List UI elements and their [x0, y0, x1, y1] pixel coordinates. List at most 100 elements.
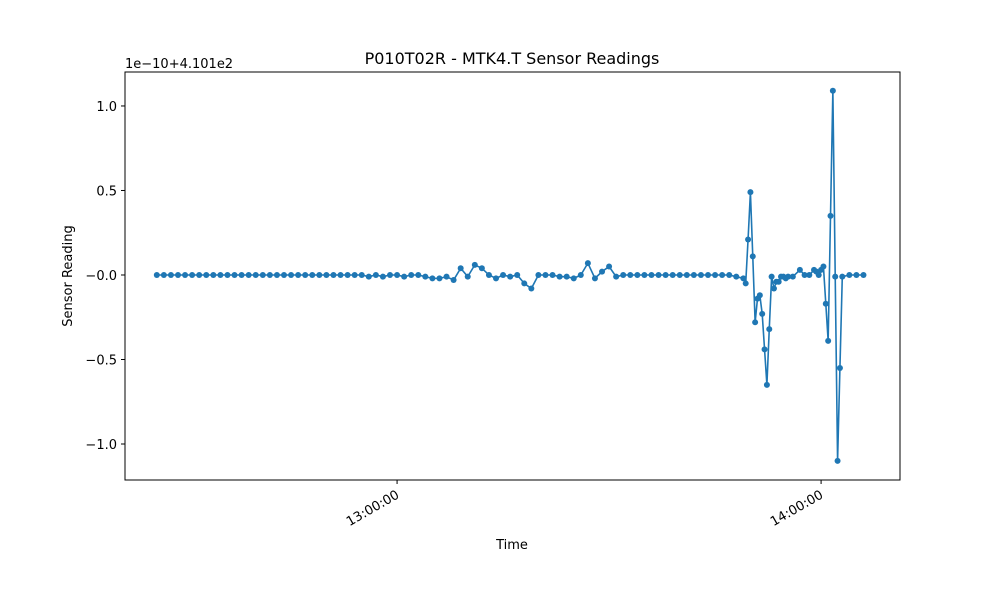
data-point: [763, 381, 770, 388]
plot-frame: [124, 71, 901, 481]
data-point: [337, 271, 344, 278]
data-point: [379, 273, 386, 280]
data-point: [500, 271, 507, 278]
data-point: [330, 271, 337, 278]
y-tick-label: 1.0: [96, 100, 117, 115]
data-point: [464, 273, 471, 280]
data-point: [745, 236, 752, 243]
data-point: [182, 271, 189, 278]
data-point: [648, 271, 655, 278]
data-point: [606, 263, 613, 270]
data-point: [358, 271, 365, 278]
data-point: [372, 271, 379, 278]
data-point: [747, 189, 754, 196]
data-point: [825, 337, 832, 344]
data-point: [507, 273, 514, 280]
data-point: [401, 273, 408, 280]
y-tick-label: −0.5: [85, 353, 117, 368]
data-point: [443, 273, 450, 280]
data-point: [231, 271, 238, 278]
x-axis-label: Time: [495, 538, 528, 553]
data-point: [556, 273, 563, 280]
data-point: [365, 273, 372, 280]
data-point: [634, 271, 641, 278]
data-point: [584, 260, 591, 267]
data-point: [521, 280, 528, 287]
chart-title: P010T02R - MTK4.T Sensor Readings: [365, 49, 660, 68]
data-point: [153, 271, 160, 278]
data-point: [683, 271, 690, 278]
data-point: [752, 319, 759, 326]
data-point: [224, 271, 231, 278]
data-point: [719, 271, 726, 278]
y-tick-label: 0.5: [96, 184, 117, 199]
data-point: [749, 253, 756, 260]
data-point: [478, 265, 485, 272]
data-point: [436, 275, 443, 282]
data-point: [245, 271, 252, 278]
data-point: [351, 271, 358, 278]
data-point: [570, 275, 577, 282]
data-point: [288, 271, 295, 278]
data-point: [822, 300, 829, 307]
data-point: [806, 271, 813, 278]
data-point: [834, 457, 841, 464]
data-point: [839, 273, 846, 280]
data-point: [726, 271, 733, 278]
data-point: [387, 271, 394, 278]
data-point: [775, 278, 782, 285]
data-point: [238, 271, 245, 278]
data-point: [829, 87, 836, 94]
data-point: [160, 271, 167, 278]
data-point: [196, 271, 203, 278]
data-point: [563, 273, 570, 280]
data-point: [669, 271, 676, 278]
y-tick-label: −1.0: [85, 438, 117, 453]
data-point: [273, 271, 280, 278]
data-point: [759, 310, 766, 317]
data-point: [309, 271, 316, 278]
data-point: [295, 271, 302, 278]
data-point: [457, 265, 464, 272]
data-point: [846, 271, 853, 278]
data-point: [408, 271, 415, 278]
data-point: [815, 271, 822, 278]
data-point: [832, 273, 839, 280]
data-point: [422, 273, 429, 280]
data-point: [785, 273, 792, 280]
data-point: [789, 273, 796, 280]
data-point: [535, 271, 542, 278]
data-point: [733, 273, 740, 280]
data-point: [281, 271, 288, 278]
data-point: [259, 271, 266, 278]
data-point: [836, 364, 843, 371]
data-point: [429, 275, 436, 282]
data-point: [740, 275, 747, 282]
data-point: [542, 271, 549, 278]
data-point: [493, 275, 500, 282]
data-point: [655, 271, 662, 278]
data-point: [742, 280, 749, 287]
data-point: [756, 292, 763, 299]
data-point: [266, 271, 273, 278]
data-point: [514, 271, 521, 278]
data-point: [323, 271, 330, 278]
data-point: [252, 271, 259, 278]
data-point: [210, 271, 217, 278]
data-point: [712, 271, 719, 278]
data-point: [394, 271, 401, 278]
data-point: [485, 271, 492, 278]
data-point: [627, 271, 634, 278]
data-point: [853, 271, 860, 278]
data-point: [770, 285, 777, 292]
data-point: [860, 271, 867, 278]
data-point: [316, 271, 323, 278]
data-point: [302, 271, 309, 278]
data-point: [641, 271, 648, 278]
data-point: [344, 271, 351, 278]
data-point: [662, 271, 669, 278]
data-point: [577, 271, 584, 278]
data-point: [801, 271, 808, 278]
data-point: [471, 261, 478, 268]
